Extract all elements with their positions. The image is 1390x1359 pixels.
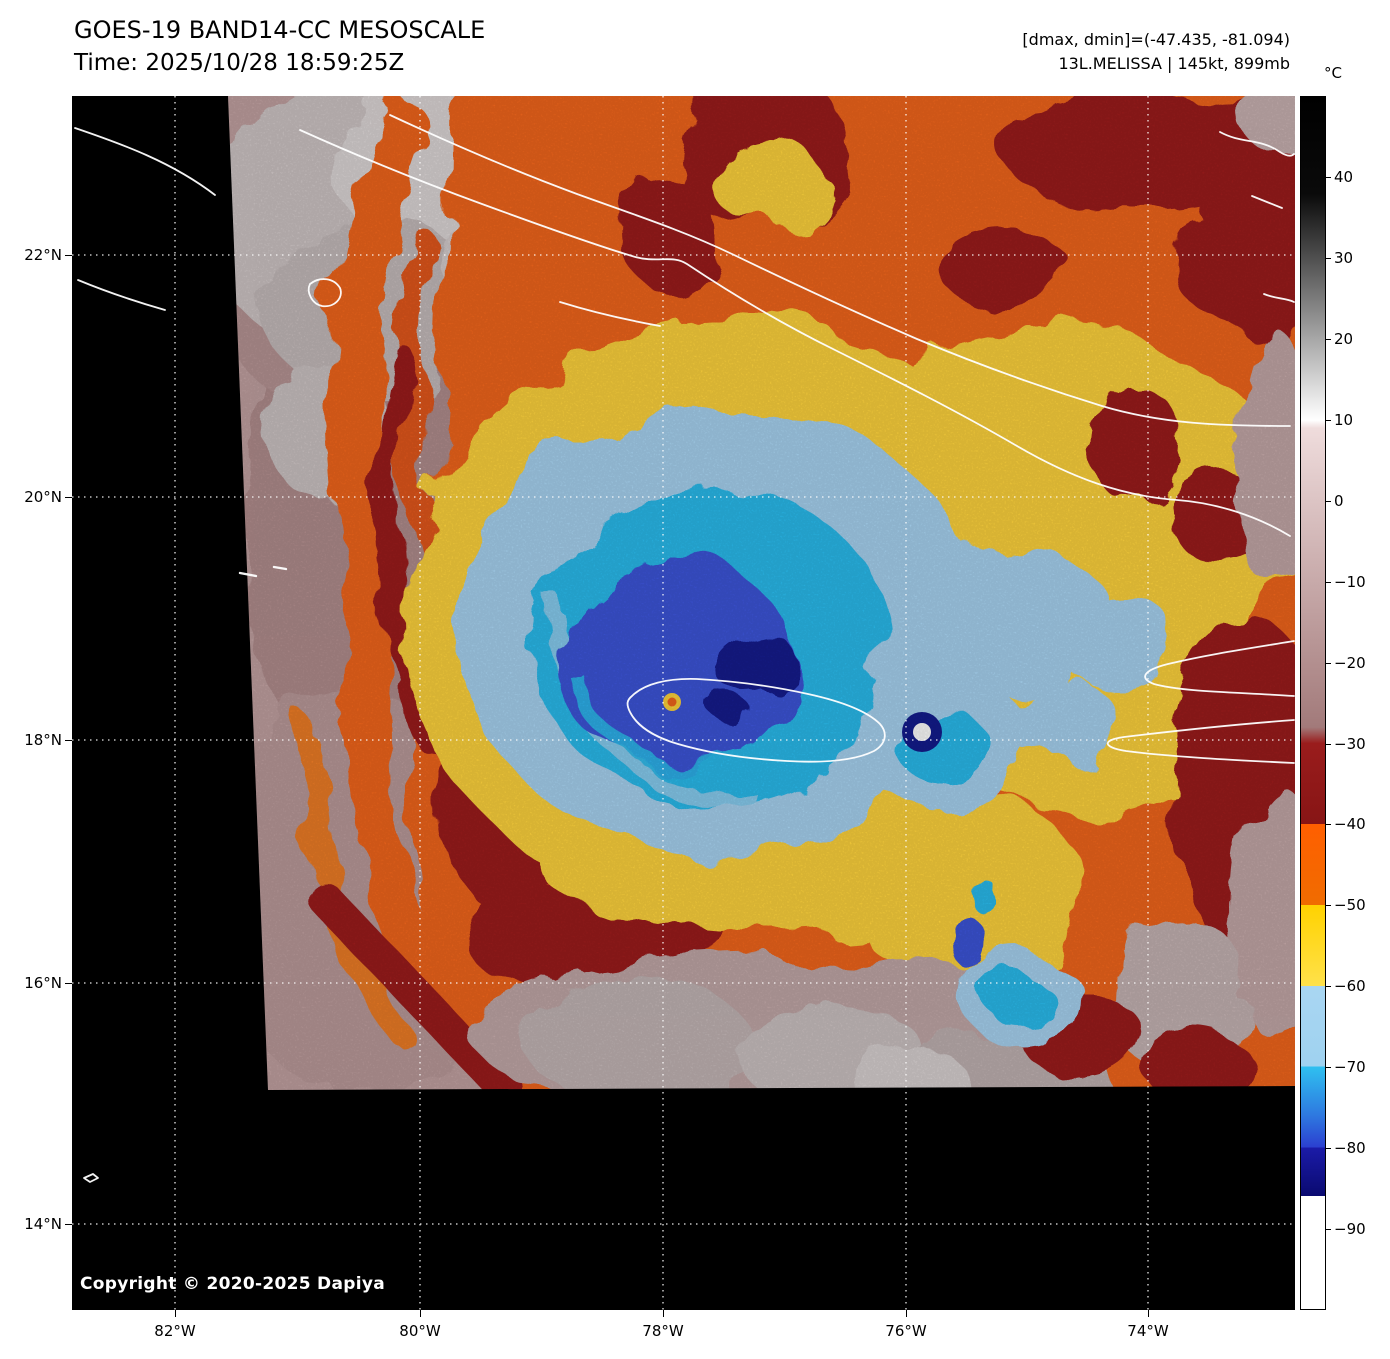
- colorbar-tick-label: −80: [1334, 1139, 1366, 1157]
- colorbar-tick-mark: [1326, 339, 1331, 340]
- colorbar-tick-mark: [1326, 1229, 1331, 1230]
- colorbar-tick-label: 40: [1334, 168, 1354, 186]
- axis-tick: [906, 1310, 907, 1317]
- colorbar-tick-mark: [1326, 582, 1331, 583]
- axis-tick: [663, 1310, 664, 1317]
- axis-tick: [65, 1224, 72, 1225]
- lat-label: 22°N: [24, 246, 62, 264]
- colorbar-tick-label: 10: [1334, 411, 1354, 429]
- colorbar-tick-mark: [1326, 744, 1331, 745]
- colorbar-tick-label: −90: [1334, 1220, 1366, 1238]
- axis-tick: [65, 983, 72, 984]
- colorbar-gradient: [1301, 97, 1325, 1309]
- axis-tick: [1148, 1310, 1149, 1317]
- colorbar-tick-mark: [1326, 420, 1331, 421]
- lon-label: 78°W: [642, 1322, 684, 1340]
- page-title: GOES-19 BAND14-CC MESOSCALE: [74, 16, 486, 44]
- storm-label: 13L.MELISSA | 145kt, 899mb: [1058, 54, 1290, 73]
- colorbar-tick-label: 0: [1334, 492, 1344, 510]
- lat-label: 16°N: [24, 974, 62, 992]
- colorbar-tick-label: −50: [1334, 896, 1366, 914]
- colorbar-title: °C: [1324, 64, 1342, 82]
- colorbar-tick-label: −20: [1334, 654, 1366, 672]
- colorbar-tick-mark: [1326, 501, 1331, 502]
- colorbar-tick-mark: [1326, 824, 1331, 825]
- colorbar-tick-mark: [1326, 663, 1331, 664]
- lat-label: 14°N: [24, 1215, 62, 1233]
- colorbar-tick-mark: [1326, 986, 1331, 987]
- range-label: [dmax, dmin]=(-47.435, -81.094): [1022, 30, 1290, 49]
- colorbar-tick-mark: [1326, 258, 1331, 259]
- axis-tick: [420, 1310, 421, 1317]
- time-label: Time: 2025/10/28 18:59:25Z: [74, 50, 405, 76]
- colorbar-tick-label: 20: [1334, 330, 1354, 348]
- satellite-scene: [72, 96, 1295, 1310]
- lat-label: 18°N: [24, 731, 62, 749]
- axis-tick: [175, 1310, 176, 1317]
- lat-label: 20°N: [24, 488, 62, 506]
- lon-label: 74°W: [1127, 1322, 1169, 1340]
- lon-label: 82°W: [154, 1322, 196, 1340]
- colorbar-tick-label: −30: [1334, 735, 1366, 753]
- colorbar-tick-label: −70: [1334, 1058, 1366, 1076]
- colorbar-tick-mark: [1326, 905, 1331, 906]
- axis-tick: [65, 497, 72, 498]
- data-sector: [228, 96, 1295, 1090]
- axis-tick: [65, 740, 72, 741]
- colorbar-tick-mark: [1326, 177, 1331, 178]
- copyright-label: Copyright © 2020-2025 Dapiya: [80, 1274, 385, 1294]
- colorbar-tick-label: −40: [1334, 815, 1366, 833]
- colorbar-tick-label: 30: [1334, 249, 1354, 267]
- colorbar-tick-mark: [1326, 1067, 1331, 1068]
- colorbar-tick-mark: [1326, 1148, 1331, 1149]
- coastlines: [74, 114, 1295, 1183]
- colorbar: [1300, 96, 1326, 1310]
- gridlines: [72, 96, 1295, 1310]
- lon-label: 80°W: [399, 1322, 441, 1340]
- lon-label: 76°W: [885, 1322, 927, 1340]
- colorbar-tick-label: −10: [1334, 573, 1366, 591]
- axis-tick: [65, 255, 72, 256]
- colorbar-tick-label: −60: [1334, 977, 1366, 995]
- satellite-map: Copyright © 2020-2025 Dapiya: [72, 96, 1295, 1310]
